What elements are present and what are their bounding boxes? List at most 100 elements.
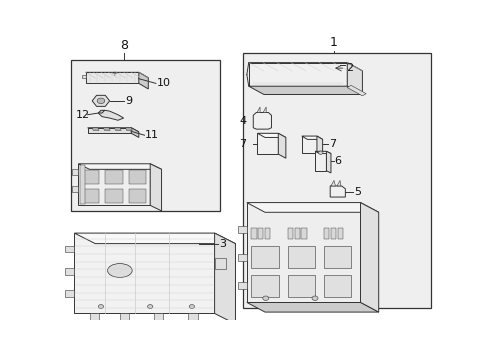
Text: 3: 3 [219,239,226,249]
Polygon shape [131,128,139,138]
Bar [324,275,351,297]
Polygon shape [214,258,225,269]
Polygon shape [263,107,265,112]
Polygon shape [98,110,104,113]
Bar [324,246,351,268]
Polygon shape [257,107,260,112]
Bar [70,60,220,211]
Circle shape [311,296,317,301]
Polygon shape [78,164,150,205]
Circle shape [147,305,153,309]
Polygon shape [72,169,78,175]
Text: +: + [111,71,117,77]
Text: 6: 6 [334,156,341,166]
Text: 2: 2 [346,63,353,73]
Text: 11: 11 [145,130,159,140]
Polygon shape [330,180,335,186]
Polygon shape [87,128,131,133]
Polygon shape [78,164,161,169]
Polygon shape [246,203,378,212]
Bar [251,228,256,239]
Polygon shape [336,180,340,186]
Polygon shape [301,136,316,153]
Polygon shape [120,314,129,320]
Polygon shape [326,151,330,173]
Polygon shape [238,226,246,233]
Circle shape [262,296,268,301]
Bar [330,228,336,239]
Text: 4: 4 [239,116,245,126]
Polygon shape [114,128,121,131]
Polygon shape [74,233,214,314]
Polygon shape [316,136,322,156]
Text: 1: 1 [329,36,337,49]
Bar [264,228,270,239]
Polygon shape [253,112,271,129]
Bar [258,228,263,239]
Bar [82,189,99,203]
Polygon shape [346,85,366,96]
Polygon shape [139,72,148,89]
Polygon shape [92,128,99,131]
Polygon shape [360,203,378,312]
Polygon shape [65,268,74,275]
Polygon shape [301,136,322,139]
Polygon shape [246,203,360,302]
Bar [251,246,278,268]
Text: 9: 9 [124,96,132,106]
Bar [105,170,122,184]
Polygon shape [257,133,278,154]
Polygon shape [314,151,326,171]
Polygon shape [72,186,78,192]
Polygon shape [314,151,330,153]
Bar [129,189,146,203]
Text: 12: 12 [75,110,89,120]
Polygon shape [150,164,161,211]
Polygon shape [98,110,123,120]
Circle shape [97,98,104,104]
Text: 7: 7 [239,139,245,149]
Polygon shape [85,72,139,84]
Polygon shape [125,128,132,131]
Bar [251,275,278,297]
Polygon shape [74,233,235,244]
Polygon shape [248,86,362,94]
Bar [105,189,122,203]
Polygon shape [87,128,139,132]
Circle shape [318,151,323,154]
Polygon shape [65,290,74,297]
Bar [324,228,329,239]
Polygon shape [214,233,235,324]
Polygon shape [246,302,378,312]
Polygon shape [238,282,246,288]
Bar [337,228,343,239]
Polygon shape [89,314,99,320]
Polygon shape [85,72,148,78]
Polygon shape [103,128,110,131]
Bar [243,53,430,308]
Text: 5: 5 [353,186,360,197]
Circle shape [189,305,194,309]
Text: 7: 7 [328,139,335,149]
Bar [287,228,292,239]
Polygon shape [346,63,362,94]
Bar [287,275,314,297]
Polygon shape [65,246,74,252]
Bar [80,165,84,204]
Polygon shape [329,186,345,197]
Ellipse shape [107,264,132,278]
Text: 8: 8 [120,39,127,52]
Polygon shape [248,63,346,86]
Bar [301,228,306,239]
Circle shape [98,305,103,309]
Polygon shape [238,254,246,261]
Polygon shape [154,314,163,320]
Bar [294,228,299,239]
Polygon shape [82,75,85,78]
Text: 10: 10 [156,78,170,89]
Bar [129,170,146,184]
Bar [82,170,99,184]
Polygon shape [188,314,197,320]
Bar [287,246,314,268]
Polygon shape [278,133,285,158]
